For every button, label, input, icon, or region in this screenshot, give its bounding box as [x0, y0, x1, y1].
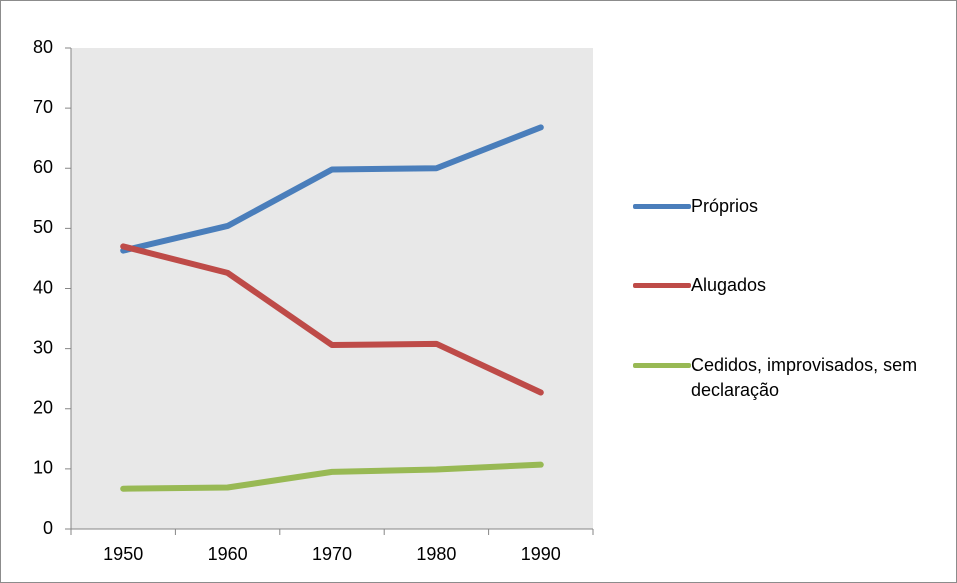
x-tick-label: 1990 [521, 544, 561, 564]
legend-label: Alugados [691, 275, 767, 295]
plot-area [71, 48, 593, 529]
x-tick-label: 1980 [416, 544, 456, 564]
legend-label: Próprios [691, 196, 759, 216]
y-tick-label: 20 [33, 398, 53, 418]
y-tick-label: 30 [33, 337, 53, 357]
legend-item: Próprios [633, 194, 951, 219]
y-tick-label: 10 [33, 458, 53, 478]
y-tick-label: 70 [33, 97, 53, 117]
y-tick-label: 60 [33, 157, 53, 177]
x-tick-label: 1960 [208, 544, 248, 564]
legend-label: Cedidos, improvisados, sem declaração [691, 355, 918, 400]
x-tick-label: 1970 [312, 544, 352, 564]
x-tick-label: 1950 [103, 544, 143, 564]
y-tick-label: 40 [33, 277, 53, 297]
y-tick-label: 50 [33, 217, 53, 237]
y-tick-label: 80 [33, 37, 53, 57]
series-line [120, 124, 544, 254]
legend-swatch [633, 363, 691, 368]
legend-swatch [633, 283, 691, 288]
legend-swatch [633, 204, 691, 209]
series-line [120, 461, 544, 492]
legend-item: Alugados [633, 273, 951, 298]
legend-item: Cedidos, improvisados, sem declaração [633, 353, 951, 403]
series-line [120, 243, 544, 396]
y-tick-label: 0 [43, 518, 53, 538]
